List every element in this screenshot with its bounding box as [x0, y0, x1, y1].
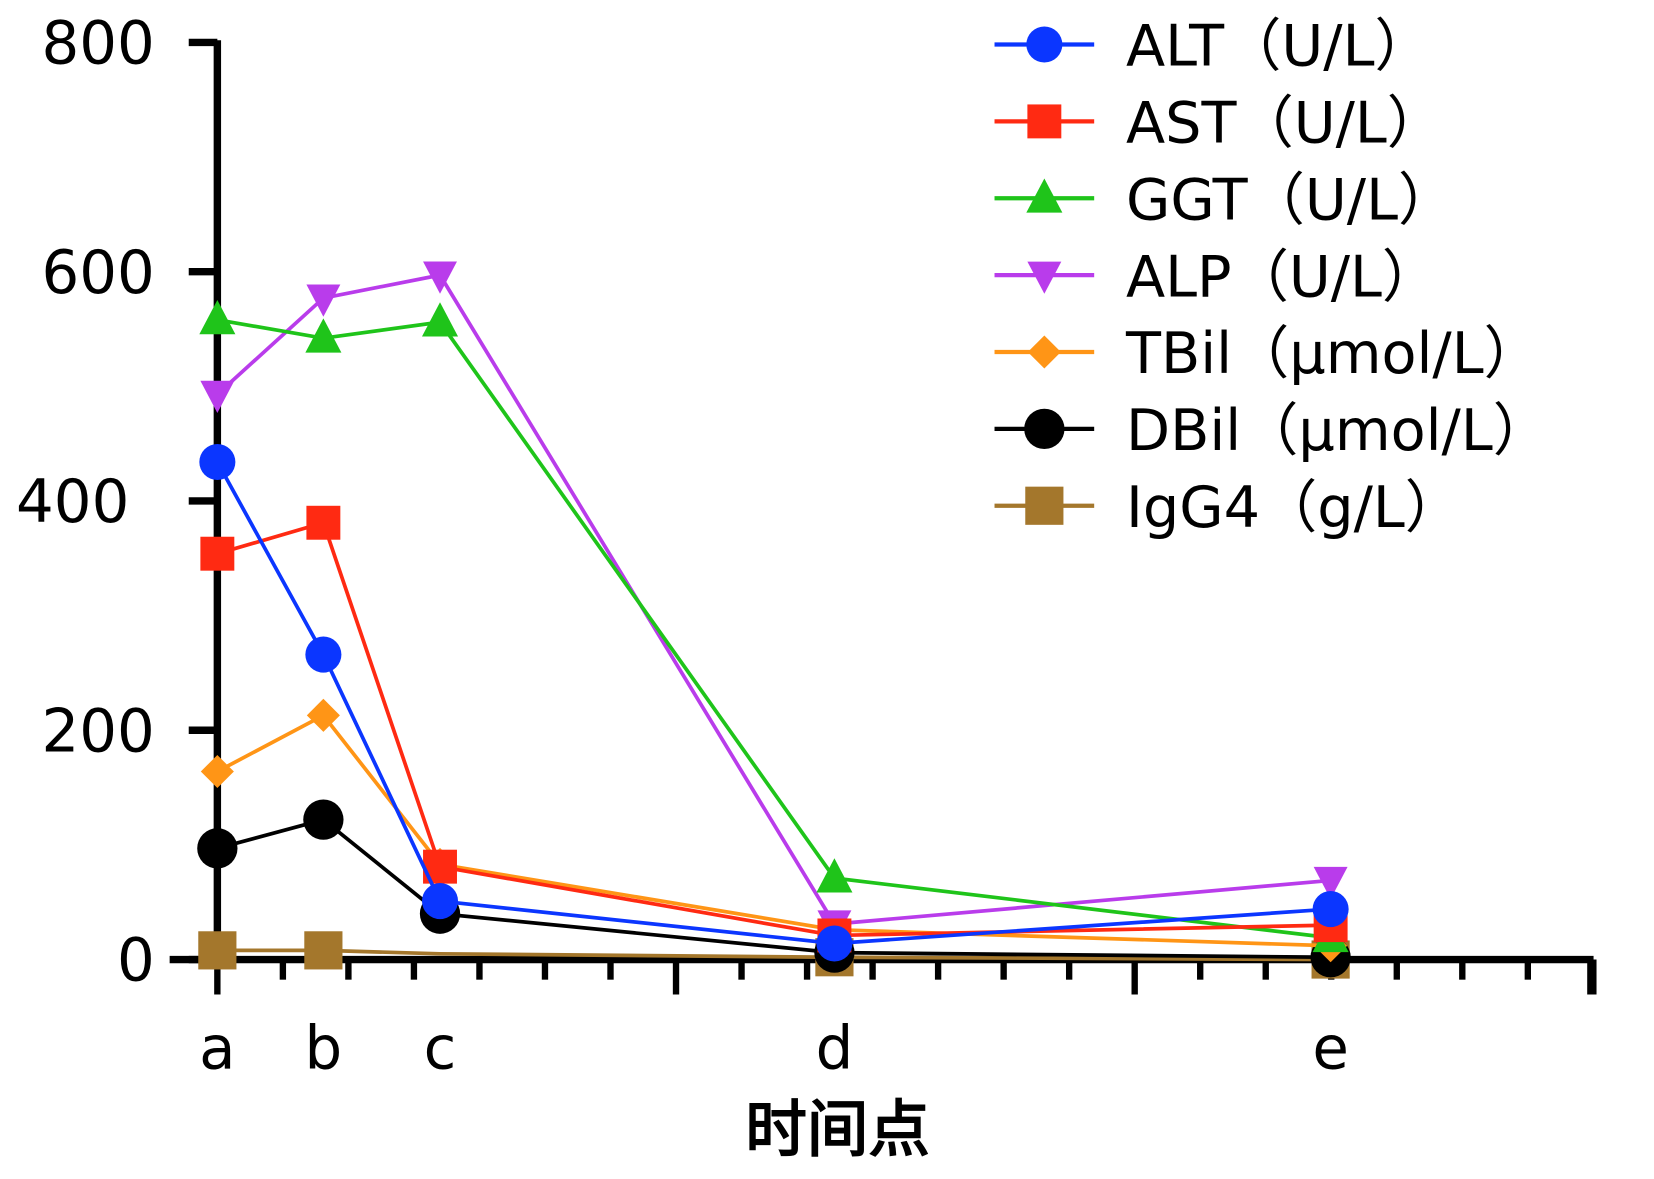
series-1 — [200, 505, 1348, 953]
series-line — [217, 948, 1331, 962]
legend-label: TBil（μmol/L） — [1125, 320, 1541, 387]
legend-marker-icon — [1026, 26, 1063, 63]
y-tick-label: 200 — [41, 697, 154, 766]
legend-marker-icon — [1027, 104, 1062, 139]
x-tick-labels: a b c d e — [199, 1015, 1349, 1084]
legend-item: ALT（U/L） — [994, 13, 1432, 80]
x-axis-title: 时间点 — [745, 1093, 929, 1165]
series-line — [216, 520, 1331, 938]
data-point-b — [305, 636, 342, 673]
data-point-a — [199, 300, 236, 335]
legend-item: ALP（U/L） — [994, 243, 1439, 310]
legend-marker-icon — [1025, 486, 1064, 525]
legend-label: GGT（U/L） — [1126, 166, 1455, 233]
y-tick-label: 800 — [41, 10, 154, 79]
series-4 — [200, 698, 1348, 963]
series-line — [216, 712, 1331, 948]
legend-label: ALP（U/L） — [1126, 243, 1439, 310]
data-point-d — [816, 925, 853, 962]
data-point-b — [306, 698, 340, 732]
series-3 — [200, 261, 1348, 943]
data-point-a — [200, 536, 235, 571]
y-tick-labels: 0 200 400 600 800 — [16, 10, 155, 996]
legend-marker-icon — [1027, 335, 1061, 369]
data-point-d — [816, 858, 853, 893]
y-tick-label: 0 — [117, 927, 155, 996]
axes — [169, 38, 1597, 995]
data-point-a — [198, 931, 237, 970]
data-point-e — [1313, 866, 1348, 900]
data-point-b — [303, 799, 344, 840]
legend-item: AST（U/L） — [994, 90, 1444, 157]
legend-marker-icon — [1026, 178, 1063, 213]
data-point-b — [306, 505, 341, 540]
legend-marker-icon — [1024, 408, 1065, 450]
data-point-a — [199, 443, 236, 481]
series-0 — [199, 443, 1349, 962]
y-tick-label: 400 — [16, 468, 129, 537]
x-tick-label-a: a — [199, 1015, 235, 1084]
legend-label: DBil（μmol/L） — [1126, 397, 1550, 464]
legend-label: AST（U/L） — [1126, 90, 1444, 157]
data-point-c — [423, 261, 457, 294]
data-point-b — [306, 284, 341, 317]
data-point-c — [421, 302, 459, 337]
legend-item: IgG4（g/L） — [994, 474, 1462, 541]
x-tick-label-e: e — [1312, 1015, 1349, 1084]
y-tick-label: 600 — [41, 239, 154, 308]
x-tick-label-c: c — [424, 1015, 457, 1084]
legend-label: IgG4（g/L） — [1126, 474, 1462, 541]
legend: ALT（U/L） AST（U/L） GGT（U/L） ALP（U/L） TBil（μmo… — [994, 13, 1550, 541]
legend-item: GGT（U/L） — [994, 166, 1455, 233]
legend-marker-icon — [1027, 261, 1062, 294]
data-point-c — [421, 883, 459, 920]
data-point-e — [1312, 891, 1349, 928]
data-point-a — [197, 828, 238, 869]
data-point-b — [305, 318, 342, 353]
data-point-a — [200, 380, 235, 414]
x-tick-label-d: d — [816, 1015, 854, 1084]
data-point-a — [200, 754, 234, 789]
x-tick-label-b: b — [305, 1015, 343, 1084]
data-point-b — [304, 931, 343, 970]
legend-item: DBil（μmol/L） — [994, 397, 1550, 464]
legend-item: TBil（μmol/L） — [994, 320, 1541, 387]
legend-label: ALT（U/L） — [1126, 13, 1432, 80]
series-group — [197, 261, 1351, 979]
